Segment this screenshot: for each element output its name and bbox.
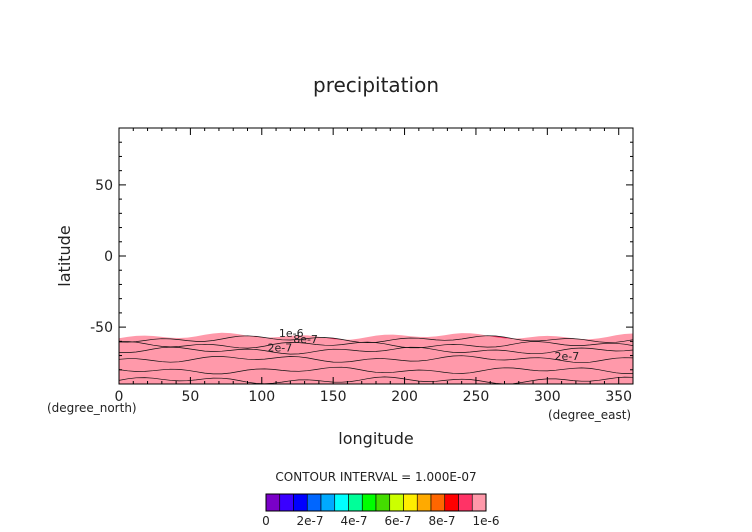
colorbar-tick-label: 1e-6 <box>473 514 500 528</box>
x-tick-label: 50 <box>181 389 199 405</box>
colorbar-swatch <box>444 493 459 512</box>
colorbar-frame <box>265 493 487 512</box>
x-tick-label: 0 <box>115 389 124 405</box>
chart-title: precipitation <box>313 73 439 97</box>
y-tick-label: 0 <box>104 249 113 265</box>
contour-label: 2e-7 <box>554 350 579 363</box>
colorbar-labels: 0 2e-7 4e-7 6e-7 8e-7 1e-6 <box>262 514 499 528</box>
contour-label: 1e-6 <box>279 327 304 340</box>
colorbar <box>265 493 487 512</box>
colorbar-swatch <box>348 493 363 512</box>
contour-line <box>118 335 634 344</box>
contour-lines <box>118 335 634 385</box>
x-tick-label: 150 <box>320 389 347 405</box>
y-axis-label: latitude <box>55 225 74 286</box>
contour-interval-text: CONTOUR INTERVAL = 1.000E-07 <box>275 470 476 484</box>
contour-line <box>118 346 634 355</box>
colorbar-swatch <box>279 493 294 512</box>
colorbar-swatch <box>389 493 404 512</box>
x-tick-label: 100 <box>248 389 275 405</box>
y-axis-ticks: -50 0 50 <box>90 141 633 371</box>
colorbar-swatch <box>430 493 446 512</box>
colorbar-swatch <box>458 493 473 512</box>
x-tick-label: 350 <box>605 389 632 405</box>
colorbar-tick-label: 2e-7 <box>297 514 324 528</box>
colorbar-tick-label: 4e-7 <box>341 514 368 528</box>
y-unit-label: (degree_north) <box>47 401 137 415</box>
colorbar-swatch <box>320 493 336 512</box>
contour-line <box>118 355 634 364</box>
contour-label: 2e-7 <box>267 341 292 354</box>
colorbar-swatch <box>265 493 281 512</box>
colorbar-swatch <box>306 493 322 512</box>
colorbar-swatch <box>416 493 432 512</box>
colorbar-tick-label: 8e-7 <box>429 514 456 528</box>
contour-labels: 1e-68e-72e-72e-7 <box>267 327 579 363</box>
y-tick-label: -50 <box>90 320 113 336</box>
colorbar-swatch <box>293 493 308 512</box>
x-tick-label: 300 <box>534 389 561 405</box>
colorbar-tick-label: 0 <box>262 514 270 528</box>
colorbar-tick-label: 6e-7 <box>385 514 412 528</box>
x-axis-ticks: 0 50 100 150 200 250 300 350 <box>115 128 632 405</box>
contour-label: 8e-7 <box>293 333 318 346</box>
colorbar-swatch <box>403 493 418 512</box>
x-tick-label: 200 <box>391 389 418 405</box>
colorbar-swatch <box>334 493 349 512</box>
colorbar-swatch <box>361 493 377 512</box>
colorbar-swatch <box>471 493 487 512</box>
colorbar-swatch <box>375 493 391 512</box>
x-tick-label: 250 <box>463 389 490 405</box>
contour-line <box>118 366 634 375</box>
y-tick-label: 50 <box>95 178 113 194</box>
x-axis-label: longitude <box>338 429 413 448</box>
x-unit-label: (degree_east) <box>548 408 631 422</box>
